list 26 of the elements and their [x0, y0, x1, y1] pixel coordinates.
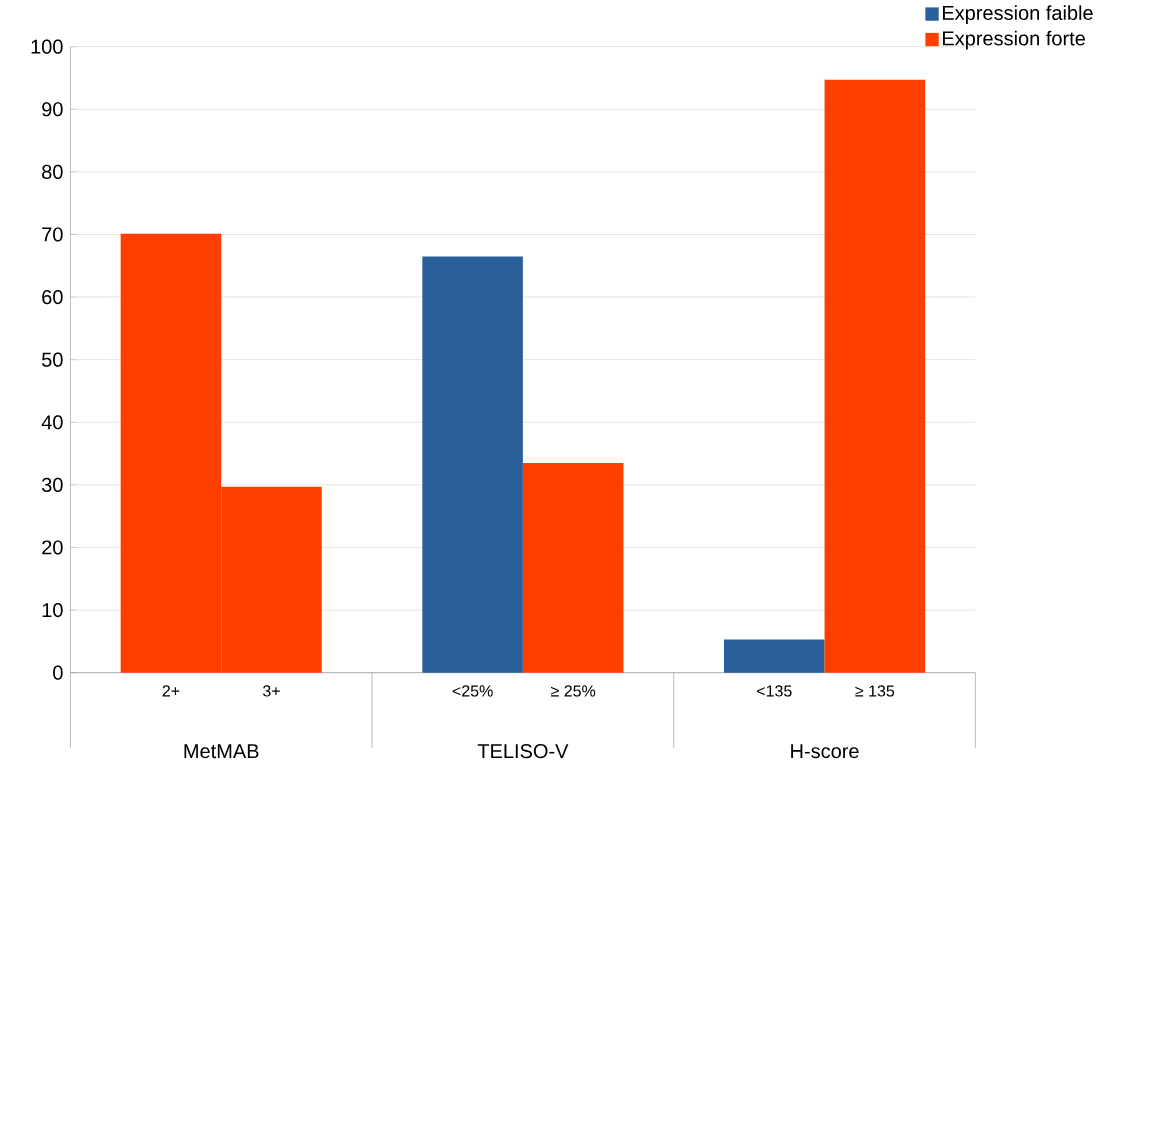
- x-tick-label: <135: [757, 685, 792, 697]
- y-tick-label: 70: [42, 227, 63, 242]
- bar: [422, 256, 523, 673]
- bar: [824, 79, 926, 673]
- text: TELISO-V: [477, 743, 569, 758]
- bar: [724, 639, 825, 673]
- y-tick-label: 80: [42, 164, 63, 179]
- bar: [522, 462, 624, 673]
- y-tick-label: 100: [31, 39, 63, 54]
- x-tick-label: ≥ 135: [855, 685, 895, 697]
- text: MetMAB: [184, 744, 259, 758]
- y-tick-label: 50: [42, 352, 63, 367]
- legend-label: Expression forte: [943, 30, 1085, 50]
- y-tick-label: 10: [42, 602, 63, 617]
- legend-label: Expression faible: [943, 5, 1093, 24]
- x-tick-label: ≥ 25%: [551, 685, 596, 697]
- y-tick-label: 40: [41, 415, 63, 430]
- x-tick-label: <25%: [452, 685, 493, 697]
- x-tick-label: 3+: [262, 685, 280, 697]
- y-tick-label: 0: [53, 665, 63, 680]
- text: H-score: [791, 744, 859, 758]
- y-tick-label: 20: [42, 540, 63, 555]
- x-tick-label: 2+: [162, 685, 180, 697]
- y-tick-label: 90: [42, 101, 63, 117]
- y-tick-label: 30: [41, 477, 63, 492]
- y-tick-label: 60: [42, 289, 63, 304]
